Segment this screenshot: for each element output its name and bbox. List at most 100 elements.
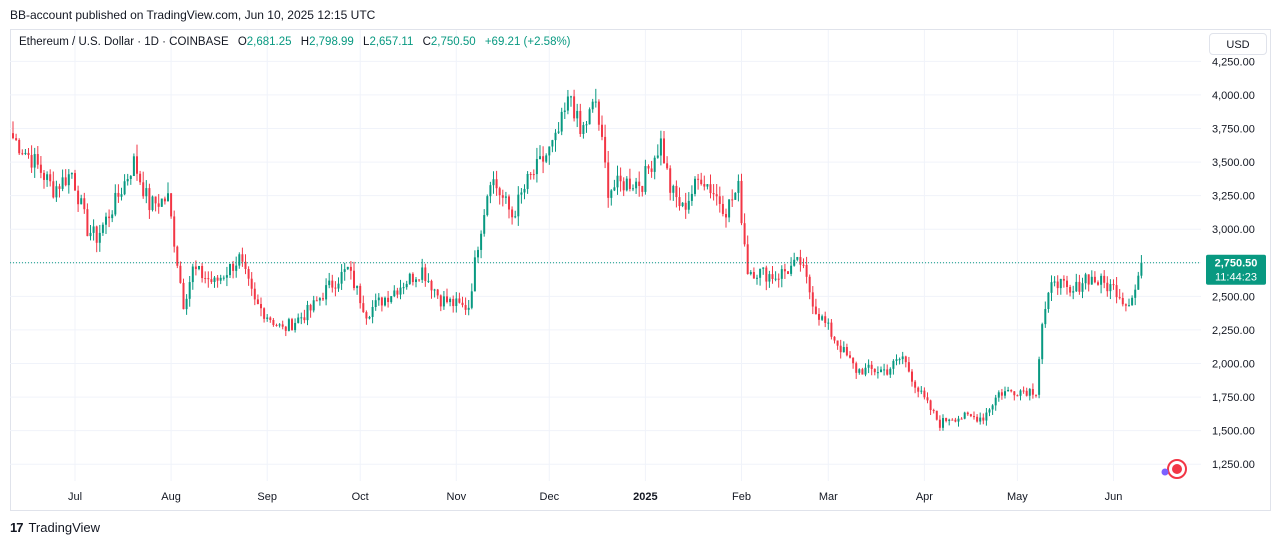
candle	[266, 317, 269, 319]
candle	[672, 185, 675, 193]
candle	[291, 319, 293, 331]
candle	[604, 136, 607, 163]
candle	[108, 216, 111, 219]
candle	[207, 278, 210, 280]
candle	[1118, 297, 1121, 299]
currency-button[interactable]: USD	[1209, 33, 1267, 55]
candle	[365, 312, 368, 319]
candle	[486, 196, 489, 216]
candle	[889, 368, 892, 375]
candle	[824, 316, 827, 323]
candle	[70, 173, 73, 175]
candle	[920, 390, 923, 392]
candle	[86, 209, 89, 237]
candle	[1090, 276, 1093, 285]
candle	[932, 410, 935, 412]
candle	[783, 269, 786, 272]
candle	[1041, 324, 1044, 360]
x-tick-label: Aug	[161, 491, 181, 503]
candle	[415, 279, 417, 283]
candle	[966, 412, 969, 415]
candle	[1031, 389, 1034, 395]
candle	[929, 400, 932, 411]
candle	[151, 196, 154, 211]
candle	[229, 263, 231, 276]
candle	[684, 202, 687, 210]
candle	[157, 203, 160, 207]
candle	[666, 163, 669, 169]
candle	[408, 273, 411, 284]
symbol-title[interactable]: Ethereum / U.S. Dollar · 1D · COINBASE	[19, 36, 229, 48]
candle	[622, 181, 625, 191]
candle	[1019, 390, 1022, 396]
candle	[1103, 275, 1106, 283]
bar-countdown: 11:44:23	[1215, 272, 1257, 284]
candle	[232, 263, 235, 271]
candle	[898, 359, 901, 361]
candle	[136, 156, 138, 174]
candle	[390, 296, 393, 303]
candle	[836, 340, 839, 346]
candle	[297, 317, 300, 323]
candle	[963, 412, 966, 419]
candle	[278, 324, 281, 326]
candle	[260, 303, 262, 309]
candle	[198, 265, 200, 270]
candle	[61, 177, 64, 189]
high-label: H	[300, 36, 310, 48]
candle	[517, 194, 520, 217]
candle	[787, 271, 789, 274]
candle	[638, 181, 641, 186]
candle	[1131, 297, 1134, 306]
candle	[796, 257, 799, 260]
candle	[588, 109, 591, 125]
candle	[663, 138, 665, 164]
candle	[802, 264, 805, 266]
candle	[238, 254, 241, 266]
candle	[356, 285, 359, 289]
candle	[1062, 278, 1065, 281]
candle	[467, 307, 470, 310]
candle	[477, 249, 479, 258]
candle	[731, 199, 734, 201]
candle	[845, 347, 848, 356]
candle	[396, 290, 399, 295]
candle	[926, 397, 929, 401]
candle	[210, 279, 213, 282]
candle	[182, 282, 185, 310]
candle	[303, 317, 306, 321]
candle	[117, 192, 120, 197]
candle	[582, 125, 585, 134]
candle	[579, 110, 582, 134]
candle	[907, 362, 910, 372]
candle	[334, 287, 337, 289]
candle	[951, 419, 954, 421]
open-label: O	[237, 36, 247, 48]
candle	[126, 178, 129, 182]
last-price-value: 2,750.50	[1215, 258, 1258, 270]
candle	[514, 216, 517, 218]
candle	[532, 174, 535, 176]
candle	[1000, 392, 1003, 396]
candle	[737, 180, 740, 193]
candle	[1121, 297, 1124, 305]
candle	[30, 155, 33, 168]
candle	[132, 156, 135, 177]
candle	[886, 369, 889, 375]
candle	[446, 296, 448, 303]
y-tick-label: 1,500.00	[1212, 426, 1255, 438]
candle	[328, 280, 331, 286]
candle	[1059, 278, 1062, 289]
candle	[687, 200, 690, 210]
candle	[219, 277, 222, 281]
candle	[551, 140, 554, 147]
tradingview-logo[interactable]: 17 TradingView	[10, 520, 100, 535]
publisher-attribution: BB-account published on TradingView.com,…	[10, 8, 376, 22]
candle	[64, 177, 67, 186]
candle	[340, 271, 343, 284]
candle	[650, 168, 653, 172]
candle	[384, 297, 386, 306]
candle	[994, 397, 997, 406]
candle	[883, 369, 886, 371]
